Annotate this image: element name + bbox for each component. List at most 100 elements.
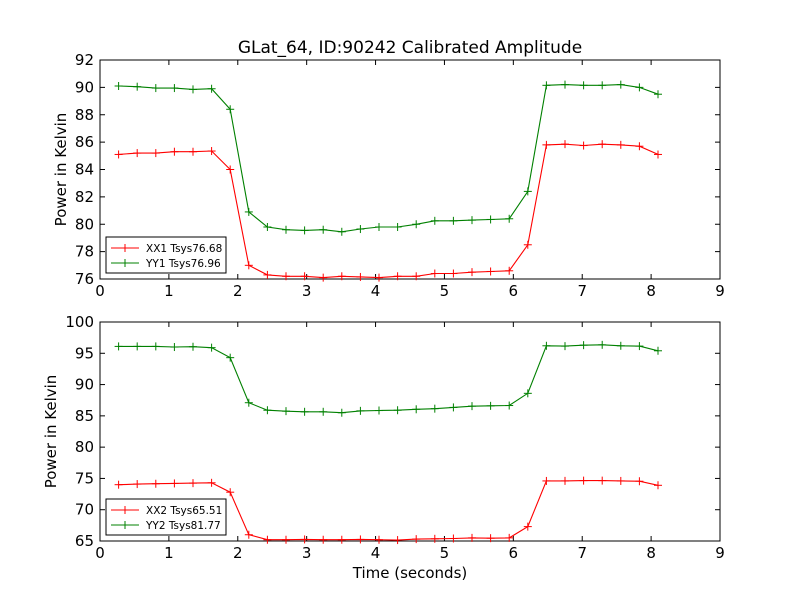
data-point <box>151 479 160 488</box>
legend-label: YY2 Tsys81.77 <box>145 520 221 532</box>
data-point <box>635 142 644 151</box>
data-point <box>542 81 551 90</box>
y-tick-label: 90 <box>75 376 94 394</box>
y-axis-label: Power in Kelvin <box>52 113 70 227</box>
data-point <box>207 147 216 156</box>
data-point <box>523 522 532 531</box>
data-point <box>561 342 569 351</box>
data-point <box>598 340 607 349</box>
data-point <box>300 226 309 235</box>
y-tick-label: 80 <box>75 438 94 456</box>
y-tick-label: 90 <box>75 78 94 96</box>
data-point <box>561 140 569 149</box>
data-point <box>151 149 160 158</box>
data-point <box>300 535 309 544</box>
data-point <box>523 389 532 398</box>
x-tick-label: 8 <box>646 544 656 562</box>
x-tick-label: 3 <box>302 282 312 300</box>
data-point <box>505 533 514 542</box>
data-point <box>468 216 476 225</box>
legend: XX1 Tsys76.68 YY1 Tsys76.96 <box>105 236 227 274</box>
data-point <box>282 225 290 234</box>
y-tick-label: 95 <box>75 344 94 362</box>
data-point <box>654 346 662 355</box>
legend-entry: XX2 Tsys65.51 <box>111 505 222 517</box>
data-point <box>449 216 458 225</box>
data-point <box>207 84 216 93</box>
plot-panel-2: 0 1 2 3 4 5 6 7 8 9 65 70 75 80 85 90 95 100 Power in Kelv… <box>42 313 725 582</box>
y-tick-label: 88 <box>75 106 94 124</box>
x-tick-label: 5 <box>440 544 450 562</box>
data-point <box>598 140 607 149</box>
data-point <box>337 408 346 417</box>
y-tick-label: 80 <box>75 215 94 233</box>
data-point <box>282 407 290 416</box>
data-point <box>375 535 383 544</box>
data-point <box>654 150 662 159</box>
data-point <box>244 261 253 270</box>
legend-box <box>105 236 227 274</box>
data-point <box>375 273 383 282</box>
data-point <box>468 533 476 542</box>
data-point <box>189 479 197 488</box>
x-axis-label: Time (seconds) <box>352 564 468 582</box>
data-point <box>263 222 272 231</box>
y-tick-label: 85 <box>75 407 94 425</box>
data-point <box>300 407 309 416</box>
data-point <box>189 85 197 94</box>
x-tick-label: 9 <box>715 544 725 562</box>
data-point <box>393 406 402 415</box>
data-point <box>170 84 179 93</box>
x-tick-label: 3 <box>302 544 312 562</box>
x-tick-label: 9 <box>715 282 725 300</box>
data-point <box>486 215 495 224</box>
data-point <box>226 353 235 362</box>
data-point <box>430 269 439 278</box>
data-point <box>319 407 328 416</box>
data-point <box>263 406 272 415</box>
data-point <box>170 343 179 352</box>
data-point <box>189 147 197 156</box>
x-tick-label: 2 <box>233 282 243 300</box>
data-point <box>244 398 253 407</box>
data-point <box>356 225 365 234</box>
data-point <box>579 81 588 90</box>
legend-label: XX1 Tsys76.68 <box>146 243 222 255</box>
series-1 <box>114 140 662 282</box>
legend-entry: XX1 Tsys76.68 <box>111 243 222 255</box>
data-point <box>300 272 309 281</box>
data-point <box>598 81 607 90</box>
data-point <box>430 534 439 543</box>
data-point <box>114 480 123 489</box>
data-point <box>486 534 495 543</box>
data-point <box>468 268 476 277</box>
data-point <box>654 90 662 99</box>
x-tick-label: 0 <box>95 282 105 300</box>
axes-frame <box>99 321 721 542</box>
data-point <box>226 105 235 114</box>
x-tick-label: 0 <box>95 544 105 562</box>
data-point <box>282 272 290 281</box>
data-point <box>151 84 160 93</box>
data-point <box>468 402 476 411</box>
data-point <box>412 220 421 229</box>
data-point <box>319 273 328 282</box>
data-point <box>114 150 123 159</box>
data-point <box>523 240 532 249</box>
data-point <box>337 272 346 281</box>
series-1 <box>114 476 662 545</box>
data-point <box>170 479 179 488</box>
y-tick-label: 92 <box>75 51 94 69</box>
data-point <box>133 149 142 158</box>
data-point <box>226 488 235 497</box>
x-tick-label: 1 <box>164 282 174 300</box>
x-tick-label: 5 <box>440 282 450 300</box>
y-axis-label: Power in Kelvin <box>42 375 60 489</box>
legend-label: YY1 Tsys76.96 <box>145 258 221 270</box>
data-point <box>561 80 569 89</box>
data-point <box>486 267 495 276</box>
series-2 <box>114 340 662 417</box>
data-point <box>244 530 253 539</box>
